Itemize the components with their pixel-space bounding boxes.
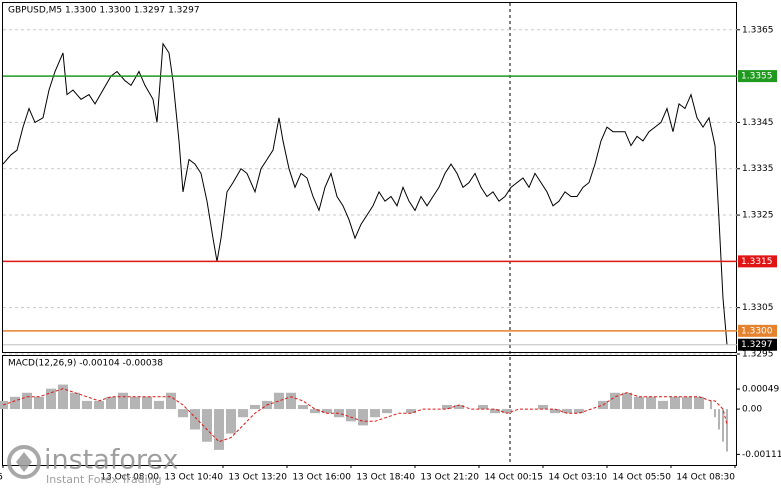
histogram-bar <box>46 388 56 410</box>
histogram-bar <box>22 392 32 410</box>
histogram-bar <box>226 409 236 434</box>
histogram-bar <box>718 409 720 430</box>
level-label-box <box>738 70 777 83</box>
histogram-bar <box>70 392 80 410</box>
y-tick-label: 1.3305 <box>742 303 774 313</box>
histogram-bar <box>610 392 620 410</box>
histogram-bar <box>322 409 332 414</box>
histogram-bar <box>622 392 632 410</box>
signal-line <box>2 388 728 443</box>
histogram-bar <box>238 409 248 418</box>
watermark: instaforex Instant Forex Trading <box>7 445 178 486</box>
histogram-bar <box>118 392 128 410</box>
histogram-bar <box>454 404 464 410</box>
x-tick-label: 14 Oct 05:50 <box>612 473 671 483</box>
histogram-bar <box>714 409 716 418</box>
histogram-bar <box>442 404 452 410</box>
x-tick-label: 13 Oct 10:40 <box>164 473 223 483</box>
y-tick-label: -0.00111 <box>742 450 781 460</box>
x-tick-label: 14 Oct 08:30 <box>676 473 735 483</box>
x-tick-label: 13 Oct 2025 <box>0 473 3 483</box>
tagline: Instant Forex Trading <box>46 473 162 486</box>
histogram-bar <box>94 400 104 410</box>
histogram-bar <box>710 400 712 410</box>
histogram-bar <box>562 409 572 414</box>
histogram-bar <box>58 384 68 410</box>
plot-layer: 1.3365 1.3345 1.3335 1.3325 1.3305 1.3295 1.33… <box>0 25 781 483</box>
y-tick-label: 0.00049 <box>742 385 779 395</box>
histogram-bar <box>214 409 224 450</box>
chart-title: GBPUSD,M5 1.3300 1.3300 1.3297 1.3297 <box>8 6 200 16</box>
histogram-bar <box>10 396 20 410</box>
logo-icon <box>7 445 41 479</box>
y-tick-label: 0.00 <box>742 405 762 415</box>
histogram-bar <box>286 392 296 410</box>
histogram-bar <box>550 409 560 414</box>
histogram-bar <box>646 396 656 410</box>
histogram-bar <box>34 396 44 410</box>
level-label: 1.3297 <box>741 340 773 350</box>
y-tick-label: 1.3325 <box>742 211 774 221</box>
logo-mark <box>16 452 32 472</box>
histogram-bar <box>178 409 188 418</box>
histogram-bar <box>250 404 260 410</box>
histogram-bar <box>478 404 488 410</box>
histogram-bar <box>130 396 140 410</box>
level-label: 1.3355 <box>741 72 773 82</box>
y-tick-label: 1.3365 <box>742 25 774 35</box>
histogram-bar <box>538 404 548 410</box>
histogram-bar <box>310 409 320 414</box>
histogram-bar <box>490 409 500 414</box>
histogram-bar <box>658 400 668 410</box>
histogram-bar <box>166 392 176 410</box>
x-tick-label: 14 Oct 03:10 <box>548 473 607 483</box>
histogram-bar <box>382 409 392 414</box>
y-tick-label: 1.3295 <box>742 350 774 360</box>
histogram-bar <box>142 396 152 410</box>
histogram-bar <box>346 409 356 422</box>
price-line <box>2 42 728 345</box>
x-tick-label: 13 Oct 21:20 <box>420 473 479 483</box>
histogram-bar <box>370 409 380 418</box>
y-tick-label: 1.3345 <box>742 118 774 128</box>
macd-title: MACD(12,26,9) -0.00104 -0.00038 <box>8 359 163 369</box>
histogram-bar <box>694 396 704 410</box>
level-label: 1.3300 <box>741 326 773 336</box>
price-panel <box>2 2 737 353</box>
x-tick-label: 13 Oct 13:20 <box>228 473 287 483</box>
histogram-bar <box>358 409 368 426</box>
histogram-bar <box>298 404 308 410</box>
histogram-bar <box>202 409 212 442</box>
histogram-bar <box>334 409 344 418</box>
macd-panel <box>2 355 737 466</box>
x-tick-label: 13 Oct 16:00 <box>292 473 351 483</box>
level-label-box <box>738 255 777 268</box>
y-tick-label: 1.3335 <box>742 164 774 174</box>
histogram-bar <box>274 392 284 410</box>
histogram-bar <box>82 400 92 410</box>
x-tick-label: 14 Oct 00:15 <box>484 473 543 483</box>
x-tick-label: 13 Oct 18:40 <box>356 473 415 483</box>
level-label-box <box>738 338 777 351</box>
histogram-bar <box>670 396 680 410</box>
histogram-bar <box>574 409 584 414</box>
histogram-bar <box>722 409 724 442</box>
histogram-bar <box>682 396 692 410</box>
level-label-box <box>738 324 777 337</box>
brand: instaforex <box>44 445 178 476</box>
histogram-bar <box>154 400 164 410</box>
histogram-bar <box>634 396 644 410</box>
histogram-bar <box>502 409 512 414</box>
histogram-bar <box>406 409 416 414</box>
level-label: 1.3315 <box>741 257 773 267</box>
histogram-bar <box>190 409 200 430</box>
x-tick-label: 13 Oct 08:00 <box>100 473 159 483</box>
histogram-bar <box>726 409 728 452</box>
histogram-bar <box>106 396 116 410</box>
